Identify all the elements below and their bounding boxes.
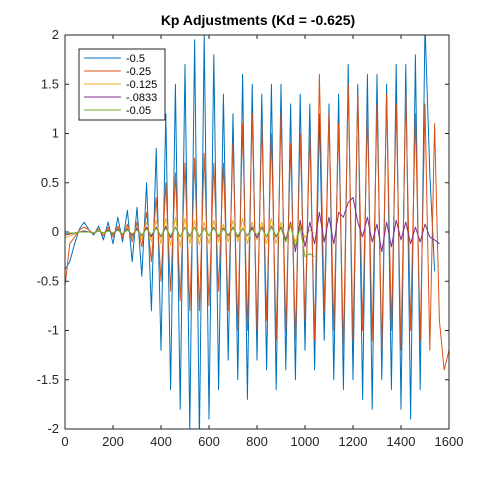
legend-label: -0.5 [126, 53, 145, 65]
chart-title: Kp Adjustments (Kd = -0.625) [161, 12, 355, 28]
x-tick-label: 600 [198, 434, 220, 449]
x-axis: 0 200 400 600 800 1000 1200 1400 1600 [61, 35, 463, 449]
x-tick-label: 400 [150, 434, 172, 449]
y-axis: 2 1.5 1 0.5 0 -0.5 -1 -1.5 -2 [37, 27, 449, 436]
legend-label: -0.05 [126, 105, 151, 117]
x-tick-label: 1600 [435, 434, 464, 449]
series-layer [65, 35, 449, 429]
x-tick-label: 200 [102, 434, 124, 449]
y-tick-label: 2 [52, 27, 59, 42]
x-tick-label: 1200 [339, 434, 368, 449]
legend-label: -0.125 [126, 79, 157, 91]
series-line-5 [65, 223, 315, 258]
x-tick-label: 1000 [291, 434, 320, 449]
x-tick-label: 0 [61, 434, 68, 449]
y-tick-label: -1.5 [37, 372, 59, 387]
y-tick-label: -1 [47, 323, 59, 338]
y-tick-label: 0 [52, 224, 59, 239]
y-tick-label: -0.5 [37, 273, 59, 288]
legend-label: -0.25 [126, 66, 151, 78]
y-tick-label: 0.5 [41, 175, 59, 190]
series-line-4 [65, 197, 440, 253]
x-tick-label: 800 [246, 434, 268, 449]
y-tick-label: 1 [52, 126, 59, 141]
y-tick-label: 1.5 [41, 76, 59, 91]
y-tick-label: -2 [47, 421, 59, 436]
legend: -0.5-0.25-0.125-.0833-0.05 [78, 48, 166, 121]
x-tick-label: 1400 [387, 434, 416, 449]
legend-label: -.0833 [126, 92, 157, 104]
